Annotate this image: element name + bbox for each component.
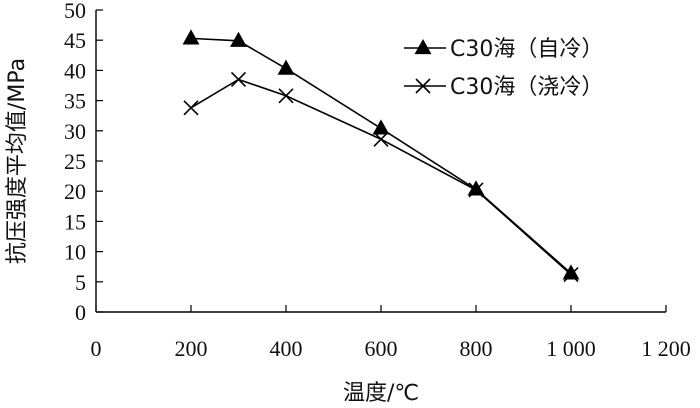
y-tick-label: 40 [64, 58, 86, 83]
legend-label: C30海（自冷） [450, 37, 603, 62]
x-tick-label: 1 200 [641, 336, 691, 361]
series-1 [182, 29, 580, 280]
x-tick-label: 400 [270, 336, 303, 361]
x-axis-title: 温度/℃ [343, 381, 419, 406]
data-point-cross [468, 182, 484, 198]
series-line [190, 37, 572, 274]
x-tick-label: 600 [365, 336, 398, 361]
data-point-triangle [230, 31, 247, 47]
x-tick-label: 800 [460, 336, 493, 361]
y-tick-label: 50 [64, 0, 86, 23]
legend-item-2: C30海（浇冷） [404, 75, 603, 100]
y-tick-label: 30 [64, 119, 86, 144]
y-tick-label: 45 [64, 28, 86, 53]
series-line [190, 78, 572, 276]
y-axis-title: 抗压强度平均值/MPa [5, 58, 30, 264]
data-point-cross [230, 71, 247, 88]
x-tick-label: 1 000 [546, 336, 596, 361]
data-point-cross [563, 266, 579, 283]
y-tick-label: 10 [64, 240, 86, 265]
legend: C30海（自冷） C30海（浇冷） [404, 37, 603, 100]
y-tick-label: 5 [75, 270, 86, 295]
x-axis-ticks: 0 200 400 600 800 1 000 1 200 [91, 305, 691, 361]
y-tick-label: 25 [64, 149, 86, 174]
y-tick-label: 15 [64, 209, 86, 234]
x-tick-label: 200 [175, 336, 208, 361]
y-axis-ticks: 0 5 10 15 20 25 30 35 40 45 50 [64, 0, 103, 325]
y-tick-label: 35 [64, 89, 86, 114]
data-point-cross [415, 78, 431, 94]
data-point-triangle [467, 180, 485, 196]
legend-item-1: C30海（自冷） [404, 37, 603, 62]
y-tick-label: 20 [64, 179, 86, 204]
data-point-triangle [277, 59, 295, 75]
x-tick-label: 0 [91, 336, 102, 361]
series-layer [182, 29, 580, 283]
data-point-cross [183, 100, 199, 116]
series-2 [183, 71, 579, 283]
data-point-triangle [372, 119, 390, 135]
data-point-triangle [414, 38, 432, 55]
y-tick-label: 0 [75, 300, 86, 325]
data-point-cross [373, 131, 389, 147]
data-point-cross [278, 88, 294, 104]
legend-label: C30海（浇冷） [450, 75, 603, 100]
data-point-triangle [182, 29, 200, 45]
data-point-triangle [562, 264, 580, 280]
